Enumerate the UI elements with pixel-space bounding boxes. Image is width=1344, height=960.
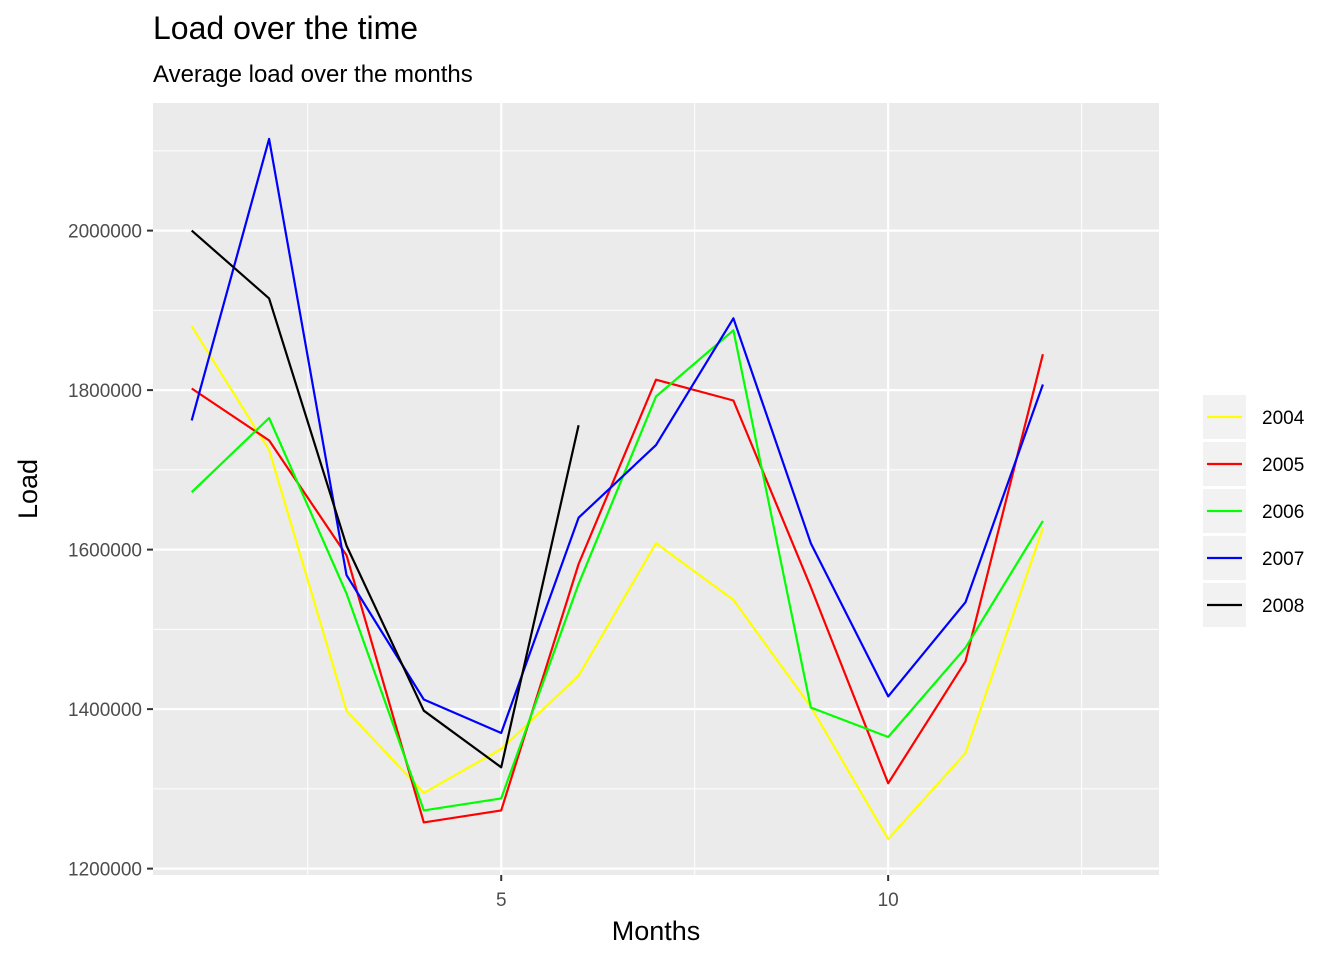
x-tick-label: 5 (496, 890, 507, 911)
y-tick-label: 1200000 (68, 860, 142, 881)
y-tick-label: 1800000 (68, 381, 142, 402)
legend-item-2007: 2007 (1203, 536, 1304, 580)
legend-label: 2006 (1262, 502, 1304, 523)
y-tick-label: 1600000 (68, 541, 142, 562)
legend-label: 2004 (1262, 408, 1305, 429)
series-line-2008 (190, 229, 580, 769)
chart-title: Load over the time (153, 10, 418, 46)
legend-label: 2008 (1262, 596, 1304, 617)
series-lines (190, 137, 1044, 841)
series-line-2006 (190, 329, 1044, 812)
x-axis: 5 10 (496, 875, 899, 911)
x-axis-title: Months (612, 916, 701, 946)
legend-label: 2007 (1262, 549, 1304, 570)
y-tick-label: 1400000 (68, 700, 142, 721)
legend-item-2006: 2006 (1203, 489, 1304, 533)
legend-label: 2005 (1262, 455, 1304, 476)
legend-item-2004: 2004 (1203, 395, 1305, 439)
x-tick-label: 10 (878, 890, 899, 911)
legend: 2004 2005 2006 2007 2008 (1203, 395, 1305, 627)
legend-item-2005: 2005 (1203, 442, 1304, 486)
legend-item-2008: 2008 (1203, 583, 1304, 627)
y-axis-title: Load (13, 459, 43, 519)
plot-panel (153, 103, 1159, 875)
y-tick-label: 2000000 (68, 222, 142, 243)
chart-subtitle: Average load over the months (153, 61, 473, 88)
y-axis: 1200000 1400000 1600000 1800000 2000000 (68, 222, 153, 881)
series-line-2004 (190, 325, 1044, 841)
series-line-2005 (191, 353, 1044, 824)
major-gridlines (153, 103, 1159, 875)
